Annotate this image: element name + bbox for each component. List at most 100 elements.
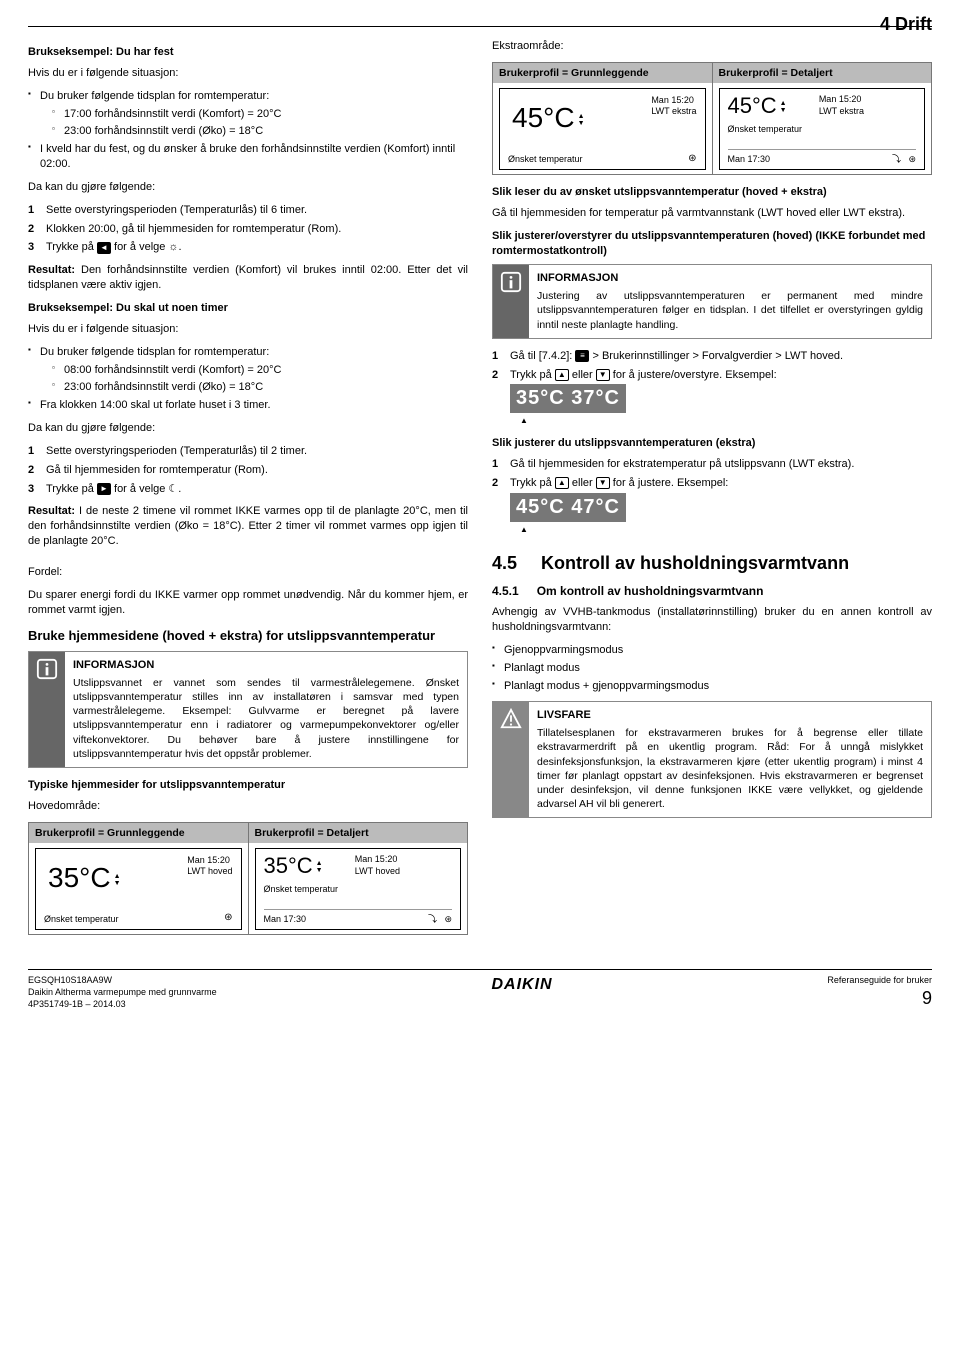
example-heading-2: Brukseksempel: Du skal ut noen timer [28,301,468,316]
step-text: Gå til [7.4.2]: ≡ > Brukerinnstillinger … [510,349,932,364]
down-button-icon: ▼ [596,477,610,489]
info-box: INFORMASJON Utslippsvannet er vannet som… [28,651,468,768]
page-footer: EGSQH10S18AA9W Daikin Altherma varmepump… [28,969,932,1010]
info-box: INFORMASJON Justering av utslippsvanntem… [492,264,932,338]
screen-temp-detailed: 35°C [264,851,323,881]
daikin-logo: DAIKIN [491,974,552,996]
bullet: Du bruker følgende tidsplan for romtempe… [28,345,468,396]
dacan-2: Da kan du gjøre følgende: [28,421,468,436]
warning-text: Tillatelsesplanen for ekstravarmeren bru… [537,726,923,811]
read-heading: Slik leser du av ønsket utslippsvanntemp… [492,185,932,200]
step-text: Sette overstyringsperioden (Temperaturlå… [46,203,468,218]
subsection-number: 4.5.1 [492,583,519,599]
footer-model: EGSQH10S18AA9W [28,974,217,986]
footer-product: Daikin Altherma varmepumpe med grunnvarm… [28,986,217,998]
result-1: Resultat: Resultat: Den forhåndsinnstilt… [28,263,468,293]
section-heading-homescreens: Bruke hjemmesidene (hoved + ekstra) for … [28,627,468,645]
screen-desired-label: Ønsket temperatur [264,883,339,895]
footer-code: 4P351749-1B – 2014.03 [28,998,217,1010]
up-button-icon: ▲ [555,477,569,489]
screen-time-bottom: Man 17:30 [264,913,307,925]
step-text: Trykke på ► for å velge ☾. [46,482,468,497]
bullet: Planlagt modus + gjenoppvarmingsmodus [492,679,932,694]
info-icon [500,271,522,293]
adjust-heading: Slik justerer/overstyrer du utslippsvann… [492,229,932,259]
section-title: 4 Drift [880,12,932,36]
step-text: Trykk på ▲ eller ▼ for å justere/oversty… [510,368,932,429]
section-number: 4.5 [492,551,517,575]
screen-desired-label: Ønsket temperatur [508,153,583,165]
bullet: Fra klokken 14:00 skal ut forlate huset … [28,398,468,413]
warning-title: LIVSFARE [537,708,923,723]
screen-meta: Man 15:20LWT hoved [187,855,232,877]
adjust-heading-2: Slik justerer du utslippsvanntemperature… [492,436,932,451]
subsection-heading: Om kontroll av husholdningsvarmtvann [537,583,764,599]
footer-ref: Referanseguide for bruker [827,974,932,986]
step-num: 2 [492,368,510,429]
temp-example: 35°C 37°C [510,384,626,413]
screen-header-grunn: Brukerprofil = Grunnleggende [493,63,712,83]
step-num: 1 [28,444,46,459]
step-num: 1 [28,203,46,218]
screen-temp-detailed: 45°C [728,91,787,121]
warning-box: LIVSFARE Tillatelsesplanen for ekstravar… [492,701,932,818]
step-text: Trykk på ▲ eller ▼ for å justere. Eksemp… [510,476,932,537]
schedule-icon: ⤵ ⊛ [428,913,452,925]
bullet: 23:00 forhåndsinnstilt verdi (Øko) = 18°… [52,380,468,395]
down-button-icon: ▼ [596,369,610,381]
page-number: 9 [827,986,932,1010]
bullet: 17:00 forhåndsinnstilt verdi (Komfort) =… [52,107,468,122]
step-num: 1 [492,349,510,364]
schedule-icon: ⤵ ⊛ [892,153,916,165]
screen-desired-label: Ønsket temperatur [728,123,803,135]
divider [28,26,932,27]
step-num: 2 [28,463,46,478]
bullet: Planlagt modus [492,661,932,676]
screen-meta: Man 15:20LWT ekstra [651,95,696,117]
info-title: INFORMASJON [73,658,459,673]
screen-pair-ekstra: Brukerprofil = Grunnleggende Man 15:20LW… [492,62,932,175]
step-text: Sette overstyringsperioden (Temperaturlå… [46,444,468,459]
dacan-1: Da kan du gjøre følgende: [28,180,468,195]
warning-icon [500,708,522,730]
screen-meta: Man 15:20LWT hoved [355,853,400,877]
screen-header-grunn: Brukerprofil = Grunnleggende [29,823,248,843]
screen-header-detalj: Brukerprofil = Detaljert [249,823,468,843]
gaatil-text: Gå til hjemmesiden for temperatur på var… [492,206,932,221]
bullet: Du bruker følgende tidsplan for romtempe… [28,89,468,140]
info-icon [36,658,58,680]
section-heading: Kontroll av husholdningsvarmtvann [541,551,849,575]
hoved-label: Hovedområde: [28,799,468,814]
result-2: Resultat: I de neste 2 timene vil rommet… [28,504,468,549]
fan-icon: ⊛ [224,911,232,925]
step-text: Gå til hjemmesiden for ekstratemperatur … [510,457,932,472]
fordel-text: Du sparer energi fordi du IKKE varmer op… [28,588,468,618]
bullet: 08:00 forhåndsinnstilt verdi (Komfort) =… [52,363,468,378]
temp-example: 45°C 47°C [510,493,626,522]
bullet: Gjenoppvarmingsmodus [492,643,932,658]
left-button-icon: ◄ [97,242,111,254]
up-button-icon: ▲ [555,369,569,381]
screen-temp: 45°C [512,99,585,137]
small-up-indicator: ▲ [520,416,528,425]
screen-time-bottom: Man 17:30 [728,153,771,165]
info-text: Utslippsvannet er vannet som sendes til … [73,676,459,761]
right-button-icon: ► [97,483,111,495]
screen-header-detalj: Brukerprofil = Detaljert [713,63,932,83]
info-text: Justering av utslippsvanntemperaturen er… [537,289,923,332]
screen-pair-hoved: Brukerprofil = Grunnleggende Man 15:20LW… [28,822,468,935]
fan-icon: ⊛ [688,152,696,166]
step-num: 3 [28,240,46,255]
intro-2: Hvis du er i følgende situasjon: [28,322,468,337]
step-text: Klokken 20:00, gå til hjemmesiden for ro… [46,222,468,237]
bullet: 23:00 forhåndsinnstilt verdi (Øko) = 18°… [52,124,468,139]
typiske-heading: Typiske hjemmesider for utslippsvanntemp… [28,778,468,793]
ekstra-label: Ekstraområde: [492,39,932,54]
step-num: 1 [492,457,510,472]
fordel-heading: Fordel: [28,565,468,580]
intro-1: Hvis du er i følgende situasjon: [28,66,468,81]
screen-desired-label: Ønsket temperatur [44,913,119,925]
step-num: 3 [28,482,46,497]
step-text: Gå til hjemmesiden for romtemperatur (Ro… [46,463,468,478]
step-num: 2 [492,476,510,537]
